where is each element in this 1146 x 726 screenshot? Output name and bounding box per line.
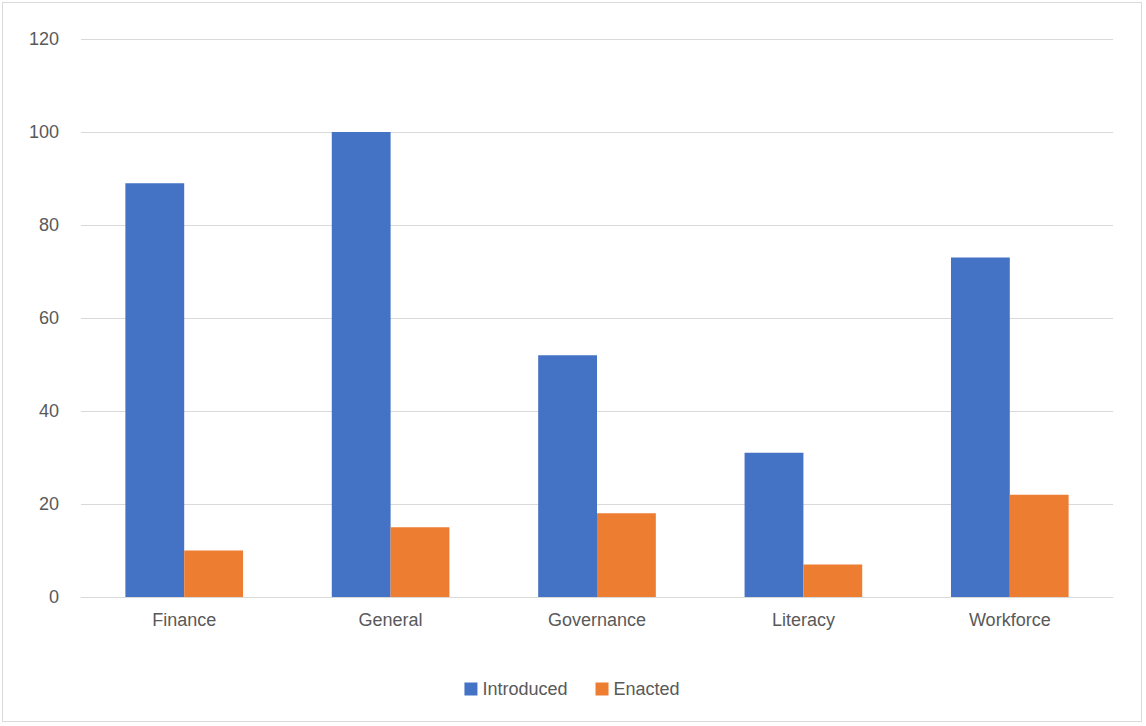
svg-text:Enacted: Enacted xyxy=(614,679,680,699)
svg-text:20: 20 xyxy=(39,494,59,514)
svg-text:Literacy: Literacy xyxy=(772,610,835,630)
svg-text:Introduced: Introduced xyxy=(482,679,567,699)
svg-text:80: 80 xyxy=(39,215,59,235)
svg-text:Governance: Governance xyxy=(548,610,646,630)
svg-text:Finance: Finance xyxy=(152,610,216,630)
svg-text:100: 100 xyxy=(29,122,59,142)
svg-text:60: 60 xyxy=(39,308,59,328)
svg-text:General: General xyxy=(359,610,423,630)
svg-text:0: 0 xyxy=(49,587,59,607)
svg-text:120: 120 xyxy=(29,29,59,49)
svg-text:40: 40 xyxy=(39,401,59,421)
svg-text:Workforce: Workforce xyxy=(969,610,1051,630)
